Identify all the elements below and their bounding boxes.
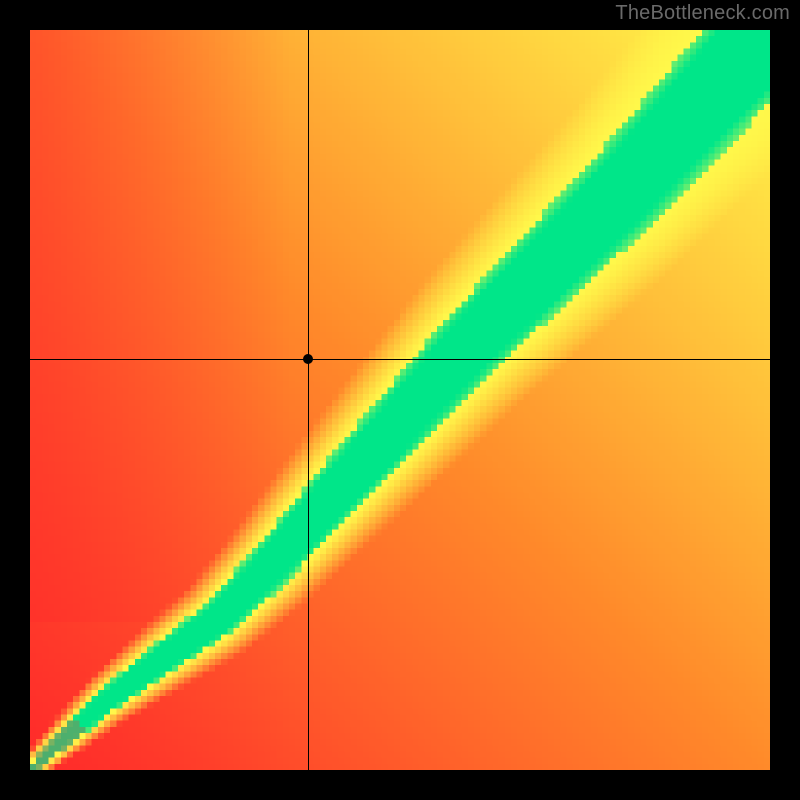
bottleneck-heatmap bbox=[30, 30, 770, 770]
crosshair-horizontal bbox=[30, 359, 770, 360]
watermark-text: TheBottleneck.com bbox=[615, 2, 790, 25]
border-right bbox=[770, 0, 800, 800]
border-bottom bbox=[0, 770, 800, 800]
crosshair-vertical bbox=[308, 30, 309, 770]
border-left bbox=[0, 0, 30, 800]
chart-container: { "watermark": "TheBottleneck.com", "lay… bbox=[0, 0, 800, 800]
crosshair-marker-dot bbox=[303, 354, 313, 364]
